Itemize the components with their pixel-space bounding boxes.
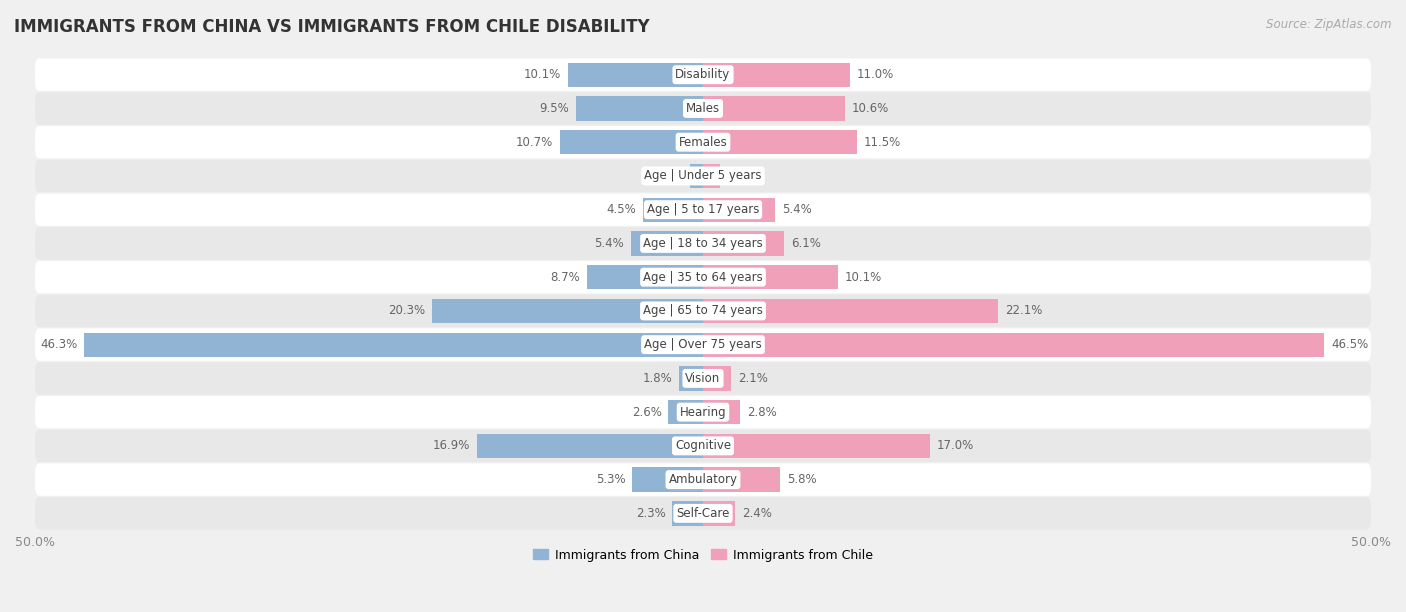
Text: 9.5%: 9.5% [540,102,569,115]
Text: Females: Females [679,136,727,149]
Bar [703,434,931,458]
Text: 5.8%: 5.8% [787,473,817,486]
Text: 11.0%: 11.0% [856,68,894,81]
Text: 2.4%: 2.4% [742,507,772,520]
Text: Source: ZipAtlas.com: Source: ZipAtlas.com [1267,18,1392,31]
Bar [703,299,998,323]
Bar [668,400,703,424]
Bar [703,468,780,492]
Bar [560,130,703,154]
Text: 2.8%: 2.8% [747,406,778,419]
Bar [633,468,703,492]
Bar [703,231,785,256]
Text: 22.1%: 22.1% [1005,304,1042,318]
Text: Cognitive: Cognitive [675,439,731,452]
Text: Males: Males [686,102,720,115]
Bar [477,434,703,458]
FancyBboxPatch shape [35,396,1371,428]
FancyBboxPatch shape [35,261,1371,293]
Text: 46.5%: 46.5% [1331,338,1368,351]
Bar [703,130,856,154]
Text: 11.5%: 11.5% [863,136,901,149]
Text: 1.8%: 1.8% [643,372,672,385]
Text: 16.9%: 16.9% [433,439,471,452]
FancyBboxPatch shape [35,193,1371,226]
Text: 1.3%: 1.3% [727,170,756,182]
FancyBboxPatch shape [35,329,1371,361]
Bar [703,265,838,289]
Bar [432,299,703,323]
Bar [703,332,1324,357]
FancyBboxPatch shape [35,295,1371,327]
Bar [703,400,741,424]
Text: Age | 5 to 17 years: Age | 5 to 17 years [647,203,759,216]
Text: 2.1%: 2.1% [738,372,768,385]
Bar [568,62,703,87]
Text: 10.1%: 10.1% [845,271,882,284]
Text: 10.1%: 10.1% [524,68,561,81]
Bar [703,96,845,121]
Text: 2.6%: 2.6% [631,406,662,419]
FancyBboxPatch shape [35,227,1371,259]
Bar [703,198,775,222]
Text: 8.7%: 8.7% [550,271,581,284]
FancyBboxPatch shape [35,126,1371,159]
FancyBboxPatch shape [35,160,1371,192]
Text: 4.5%: 4.5% [606,203,636,216]
Bar [631,231,703,256]
Bar [672,501,703,526]
FancyBboxPatch shape [35,59,1371,91]
Text: Vision: Vision [685,372,721,385]
Text: IMMIGRANTS FROM CHINA VS IMMIGRANTS FROM CHILE DISABILITY: IMMIGRANTS FROM CHINA VS IMMIGRANTS FROM… [14,18,650,36]
Text: 5.3%: 5.3% [596,473,626,486]
Bar [643,198,703,222]
Text: 0.96%: 0.96% [647,170,683,182]
Bar [703,164,720,188]
Text: 17.0%: 17.0% [936,439,974,452]
FancyBboxPatch shape [35,430,1371,462]
Text: Age | Over 75 years: Age | Over 75 years [644,338,762,351]
Bar [690,164,703,188]
Text: Age | Under 5 years: Age | Under 5 years [644,170,762,182]
Bar [703,366,731,390]
Text: Ambulatory: Ambulatory [668,473,738,486]
Text: Age | 18 to 34 years: Age | 18 to 34 years [643,237,763,250]
Bar [703,62,851,87]
Text: Self-Care: Self-Care [676,507,730,520]
Legend: Immigrants from China, Immigrants from Chile: Immigrants from China, Immigrants from C… [529,543,877,567]
Text: Age | 65 to 74 years: Age | 65 to 74 years [643,304,763,318]
Bar [703,501,735,526]
Text: 5.4%: 5.4% [782,203,811,216]
Text: Disability: Disability [675,68,731,81]
FancyBboxPatch shape [35,463,1371,496]
Text: Age | 35 to 64 years: Age | 35 to 64 years [643,271,763,284]
Bar [576,96,703,121]
Bar [586,265,703,289]
Text: 10.7%: 10.7% [516,136,554,149]
Text: 46.3%: 46.3% [41,338,77,351]
Bar [84,332,703,357]
Bar [679,366,703,390]
Text: 2.3%: 2.3% [636,507,665,520]
FancyBboxPatch shape [35,362,1371,395]
FancyBboxPatch shape [35,92,1371,125]
Text: 10.6%: 10.6% [851,102,889,115]
Text: 5.4%: 5.4% [595,237,624,250]
Text: Hearing: Hearing [679,406,727,419]
Text: 20.3%: 20.3% [388,304,425,318]
Text: 6.1%: 6.1% [792,237,821,250]
FancyBboxPatch shape [35,497,1371,529]
